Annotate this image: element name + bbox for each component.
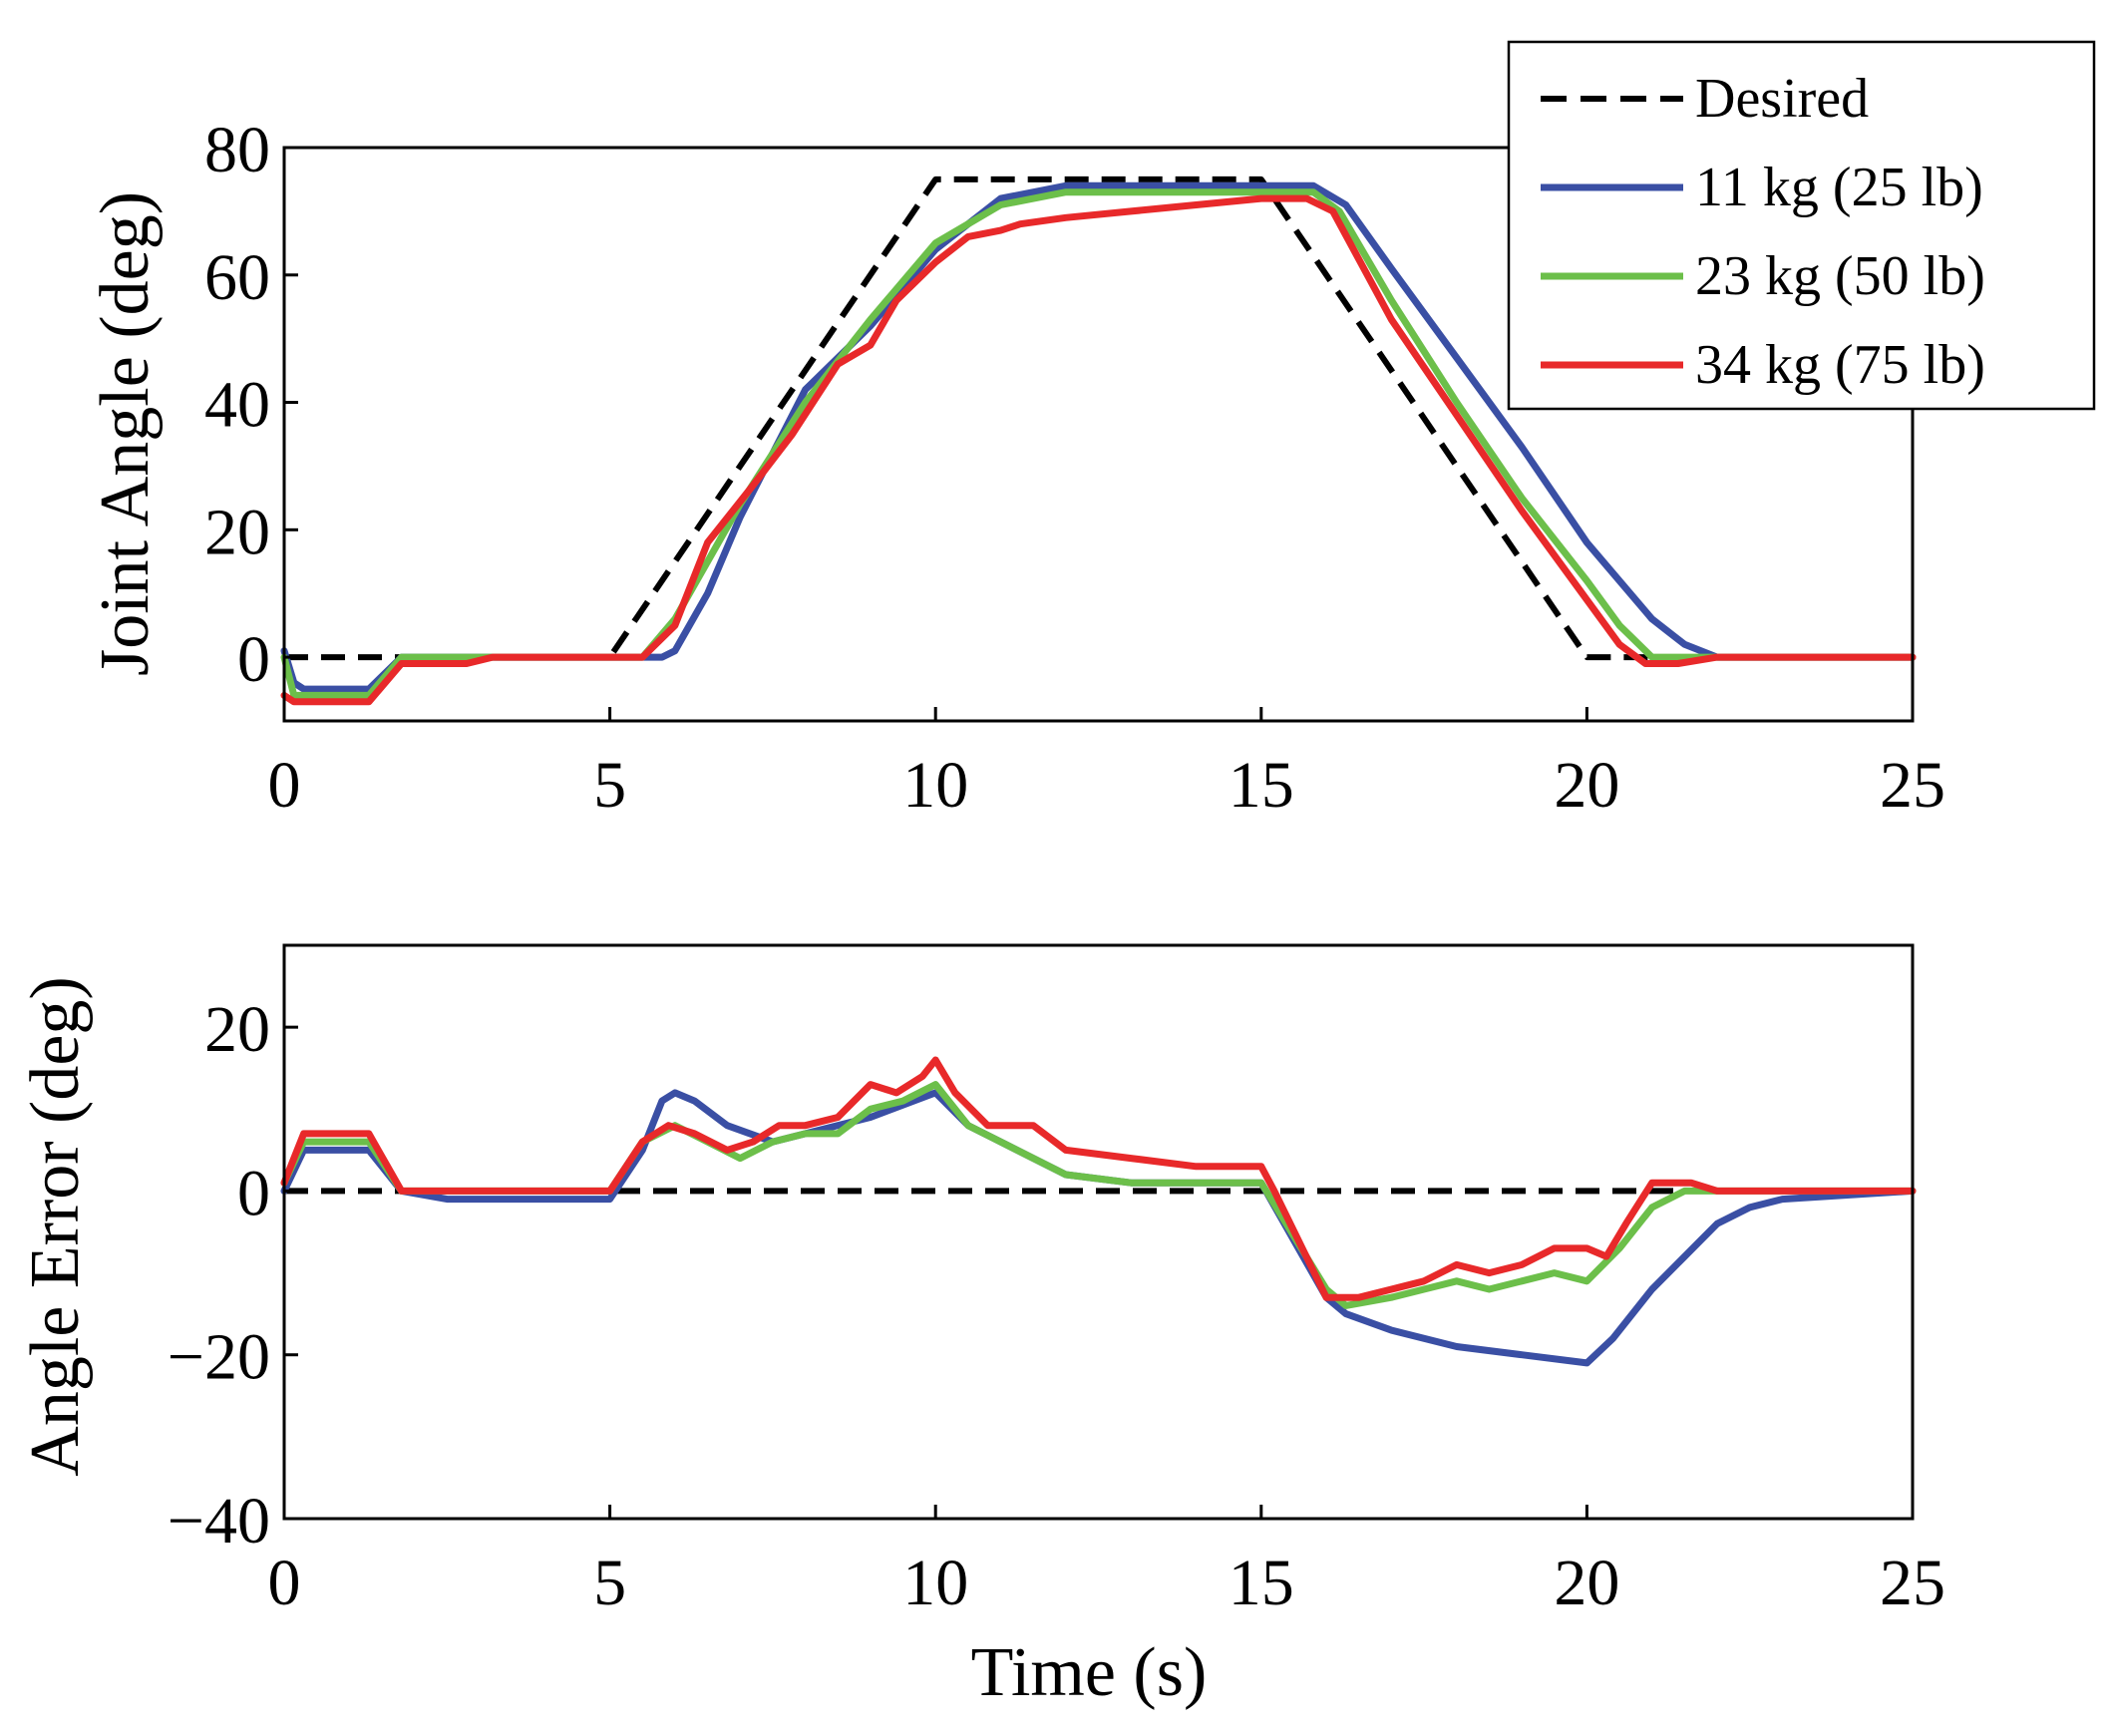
joint-angle-xtick-label: 5 xyxy=(593,749,626,822)
joint-angle-lines xyxy=(280,175,1917,706)
joint-angle-panel: 0 5 10 15 20 25 0 20 40 60 80 Joint Angle (deg) De… xyxy=(87,40,2096,822)
joint-angle-xtick-label: 15 xyxy=(1229,749,1294,822)
angle-error-xtick-label: 10 xyxy=(902,1547,968,1619)
angle-error-ylabel: Angle Error (deg) xyxy=(17,976,94,1476)
joint-angle-ylabel: Joint Angle (deg) xyxy=(87,191,164,676)
joint-angle-series-s34 xyxy=(280,194,1917,706)
legend-label-23kg: 23 kg (50 lb) xyxy=(1695,245,1985,307)
legend: Desired 11 kg (25 lb) 23 kg (50 lb) 34 k… xyxy=(1507,40,2096,411)
joint-angle-xtick-label: 10 xyxy=(902,749,968,822)
angle-error-series-s11 xyxy=(280,1089,1917,1367)
angle-error-xtick-label: 0 xyxy=(268,1547,301,1619)
joint-angle-ytick-label: 0 xyxy=(237,623,270,696)
joint-angle-axes-box xyxy=(282,146,1915,723)
angle-error-xtick-label: 5 xyxy=(593,1547,626,1619)
legend-box xyxy=(1507,40,2096,411)
joint-angle-ticks: 0 5 10 15 20 25 0 20 40 60 80 xyxy=(204,114,1945,822)
angle-error-axes-box xyxy=(282,943,1915,1521)
angle-error-xtick-label: 15 xyxy=(1229,1547,1294,1619)
angle-error-series-s34 xyxy=(280,1056,1917,1301)
x-axis-label: Time (s) xyxy=(971,1634,1208,1711)
joint-angle-xtick-label: 0 xyxy=(268,749,301,822)
joint-angle-xtick-label: 25 xyxy=(1880,749,1945,822)
legend-label-11kg: 11 kg (25 lb) xyxy=(1695,157,1983,218)
angle-error-panel: 0 5 10 15 20 25 20 0 −20 −40 Angle Error (deg) xyxy=(17,943,1945,1619)
angle-error-ytick-label: −40 xyxy=(168,1485,270,1558)
legend-label-desired: Desired xyxy=(1695,68,1869,130)
joint-angle-xtick-label: 20 xyxy=(1554,749,1619,822)
angle-error-ytick-label: 20 xyxy=(204,993,270,1066)
angle-error-ytick-label: −20 xyxy=(168,1321,270,1394)
joint-angle-ytick-label: 20 xyxy=(204,496,270,568)
angle-error-ytick-label: 0 xyxy=(237,1157,270,1229)
angle-error-xtick-label: 20 xyxy=(1554,1547,1619,1619)
legend-label-34kg: 34 kg (75 lb) xyxy=(1695,334,1985,396)
joint-angle-ytick-label: 40 xyxy=(204,369,270,442)
angle-error-lines xyxy=(280,1056,1917,1367)
joint-angle-ytick-label: 80 xyxy=(204,114,270,186)
joint-angle-ytick-label: 60 xyxy=(204,241,270,314)
angle-error-xtick-label: 25 xyxy=(1880,1547,1945,1619)
angle-error-ticks: 0 5 10 15 20 25 20 0 −20 −40 xyxy=(168,993,1945,1619)
